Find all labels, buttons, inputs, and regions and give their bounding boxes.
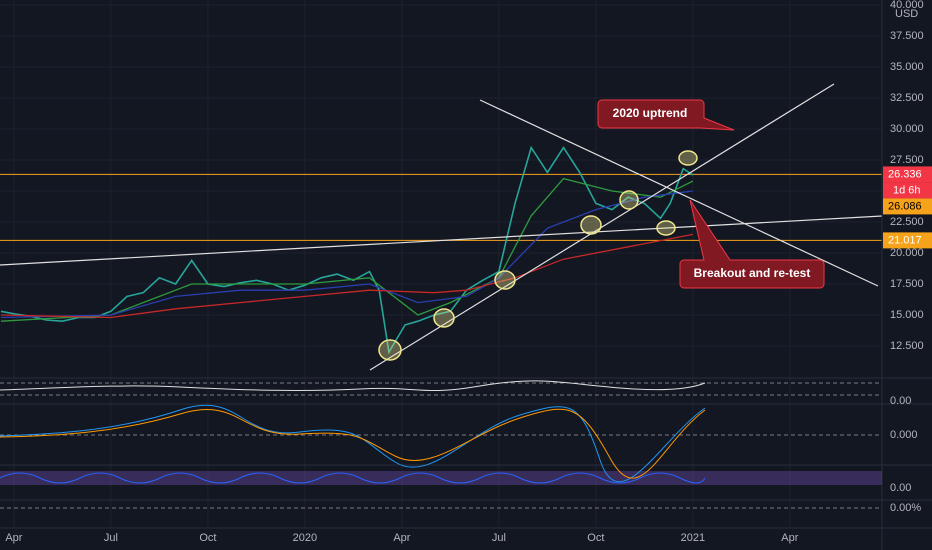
markers [378, 150, 698, 361]
stoch-line [0, 472, 706, 484]
trend-line [369, 83, 835, 371]
callout: Breakout and re-test [679, 199, 825, 289]
x-tick-label: Apr [5, 532, 22, 544]
indicator-label: 0.000 [890, 429, 918, 441]
price-line [0, 145, 694, 355]
indicator-label: 0.00 [890, 482, 911, 494]
trend-line [0, 215, 883, 266]
ma-line [0, 233, 694, 319]
currency: USD [895, 8, 918, 20]
price-tag [883, 232, 932, 249]
y-tick-label: 15.000 [890, 309, 924, 321]
x-tick-label: Jul [104, 532, 118, 544]
y-tick-label: 17.500 [890, 278, 924, 290]
annotation: 2020 uptrend [613, 106, 688, 120]
x-tick-label: 2021 [681, 532, 705, 544]
macd-line [0, 404, 706, 483]
y-tick-label: 40.000 [890, 0, 924, 11]
y-tick-label: 12.500 [890, 340, 924, 352]
y-tick-label: 27.500 [890, 154, 924, 166]
plot [0, 145, 882, 355]
callout: 2020 uptrend [597, 99, 735, 131]
countdown-tag [883, 182, 932, 199]
price-tag-label: 21.017 [888, 234, 922, 246]
ma-tag [883, 198, 932, 215]
indicator-label: 0.00% [890, 502, 921, 514]
y-tick-label: 30.000 [890, 123, 924, 135]
ma-tag-label: 26.086 [888, 200, 922, 212]
rsi-line [0, 380, 706, 392]
ma-line [0, 177, 694, 322]
x-tick-label: Apr [393, 532, 410, 544]
grid [0, 0, 882, 528]
x-tick-label: Oct [587, 532, 604, 544]
price-tag-label: 26.336 [888, 168, 922, 180]
x-tick-label: Oct [199, 532, 216, 544]
signal-line [0, 408, 706, 479]
x-tick-label: Jul [492, 532, 506, 544]
y-tick-label: 22.500 [890, 216, 924, 228]
indicator-label: 0.00 [890, 395, 911, 407]
annotation: Breakout and re-test [694, 266, 811, 280]
price-axis-labels: 12.50015.00017.50020.00022.50025.00027.5… [5, 0, 932, 544]
y-tick-label: 32.500 [890, 92, 924, 104]
x-tick-label: 2020 [293, 532, 317, 544]
x-tick-label: Apr [781, 532, 798, 544]
indicator-levels [0, 382, 882, 509]
y-tick-label: 37.500 [890, 30, 924, 42]
y-tick-label: 20.000 [890, 247, 924, 259]
y-tick-label: 35.000 [890, 61, 924, 73]
price-tag [883, 166, 932, 183]
trend-line [479, 99, 879, 287]
countdown: 1d 6h [893, 184, 921, 196]
ma-line [0, 190, 693, 319]
